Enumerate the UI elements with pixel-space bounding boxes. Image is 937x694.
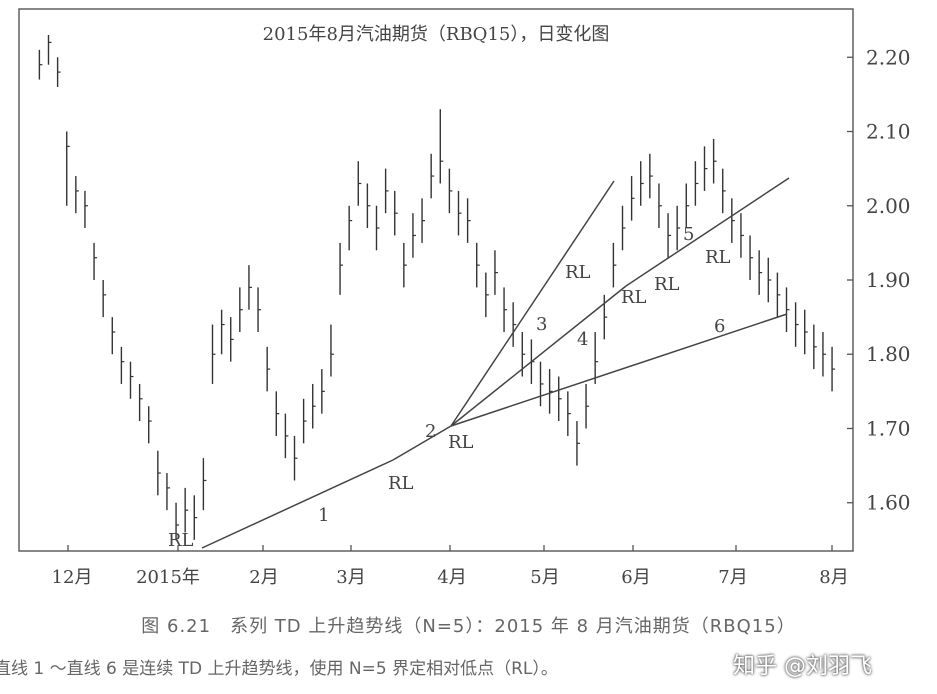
rl-label: RL [565,262,591,283]
rl-label: RL [705,247,731,268]
trendline-label: 2 [425,421,436,442]
rl-label: RL [388,473,414,494]
x-tick-label: 2月 [249,567,278,588]
y-tick-label: 2.10 [866,120,911,144]
watermark: 知乎 @刘羽飞 [733,654,872,679]
rl-label: RL [621,287,647,308]
trendline [625,177,790,287]
trendline-label: 4 [577,329,588,350]
trendline [450,313,788,427]
y-tick-label: 1.70 [866,416,911,440]
y-tick-label: 2.20 [866,45,911,69]
x-tick-label: 4月 [437,567,466,588]
figure-note: 直线 1 ～直线 6 是连续 TD 上升趋势线，使用 N=5 界定相对低点（RL… [0,659,558,679]
trendlines [201,177,790,549]
trendline-label: 1 [318,505,329,526]
trendline-label: 5 [683,224,694,245]
rl-label: RL [168,530,194,551]
y-tick-label: 1.80 [866,342,911,366]
x-tick-label: 12月 [52,567,93,588]
rl-label: RL [654,274,680,295]
annotations: 1 2 3 4 5 6 RL RL RL RL RL RL RL [168,224,731,551]
trendline-label: 6 [714,316,725,337]
y-tick-label: 1.90 [866,268,911,292]
trendline [450,180,615,427]
trendline [201,459,394,549]
x-tick-label: 7月 [718,567,747,588]
x-axis: 12月 2015年 2月 3月 4月 5月 6月 7月 8月 [52,545,849,588]
chart-title: 2015年8月汽油期货（RBQ15），日变化图 [263,24,610,45]
y-tick-label: 1.60 [866,491,911,515]
x-tick-label: 8月 [819,567,848,588]
x-tick-label: 5月 [530,567,559,588]
trendline [450,285,627,427]
figure-caption: 图 6.21 系列 TD 上升趋势线（N=5）：2015 年 8 月汽油期货（R… [141,616,796,637]
rl-label: RL [448,432,474,453]
trendline [392,425,452,461]
price-bars [38,34,836,540]
x-tick-label: 2015年 [136,567,200,588]
x-tick-label: 6月 [621,567,650,588]
x-tick-label: 3月 [336,567,365,588]
trendline-label: 3 [536,314,547,335]
plot-frame [18,8,854,552]
y-tick-label: 2.00 [866,194,911,218]
y-axis: 2.20 2.10 2.00 1.90 1.80 1.70 1.60 [847,45,911,515]
